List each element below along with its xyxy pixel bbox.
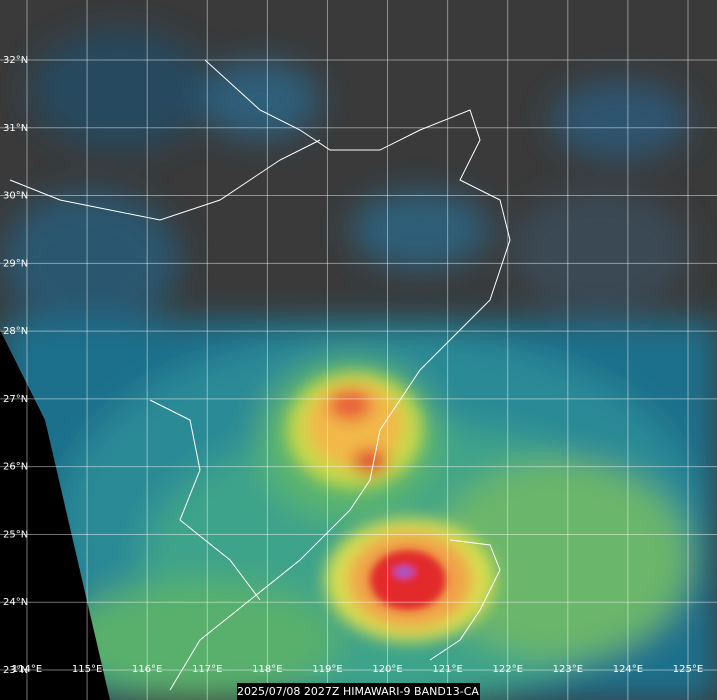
longitude-label: 125°E	[673, 664, 703, 675]
longitude-label: 116°E	[132, 664, 162, 675]
river	[9, 139, 321, 221]
caption-box	[237, 683, 480, 700]
caption: 2025/07/08 2027Z HIMAWARI-9 BAND13-CA	[237, 685, 479, 698]
longitude-label: 119°E	[312, 664, 342, 675]
coastline-taiwan	[429, 539, 501, 661]
longitude-label: 122°E	[493, 664, 523, 675]
coastline	[169, 59, 511, 691]
latitude-label: 32°N	[3, 55, 28, 66]
longitude-label: 123°E	[553, 664, 583, 675]
latitude-label: 28°N	[3, 326, 28, 337]
longitude-label: 124°E	[613, 664, 643, 675]
province-border	[149, 399, 261, 601]
graticule-labels: 32°N 31°N 30°N 29°N 28°N 27°N 26°N 25°N 24°N 23°N…	[3, 55, 703, 676]
no-data-area	[0, 330, 110, 700]
latitude-label: 29°N	[3, 258, 28, 269]
longitude-label: 115°E	[72, 664, 102, 675]
latitude-label: 26°N	[3, 462, 28, 473]
longitude-label: 121°E	[432, 664, 462, 675]
longitude-label: 118°E	[252, 664, 282, 675]
longitude-label: 117°E	[192, 664, 222, 675]
longitude-label: 114°E	[12, 664, 42, 675]
latitude-label: 31°N	[3, 123, 28, 134]
latitude-label: 25°N	[3, 529, 28, 540]
latitude-label: 24°N	[3, 597, 28, 608]
latitude-label: 23°N	[3, 665, 28, 676]
longitude-label: 120°E	[372, 664, 402, 675]
latitude-label: 30°N	[3, 191, 28, 202]
latitude-label: 27°N	[3, 394, 28, 405]
